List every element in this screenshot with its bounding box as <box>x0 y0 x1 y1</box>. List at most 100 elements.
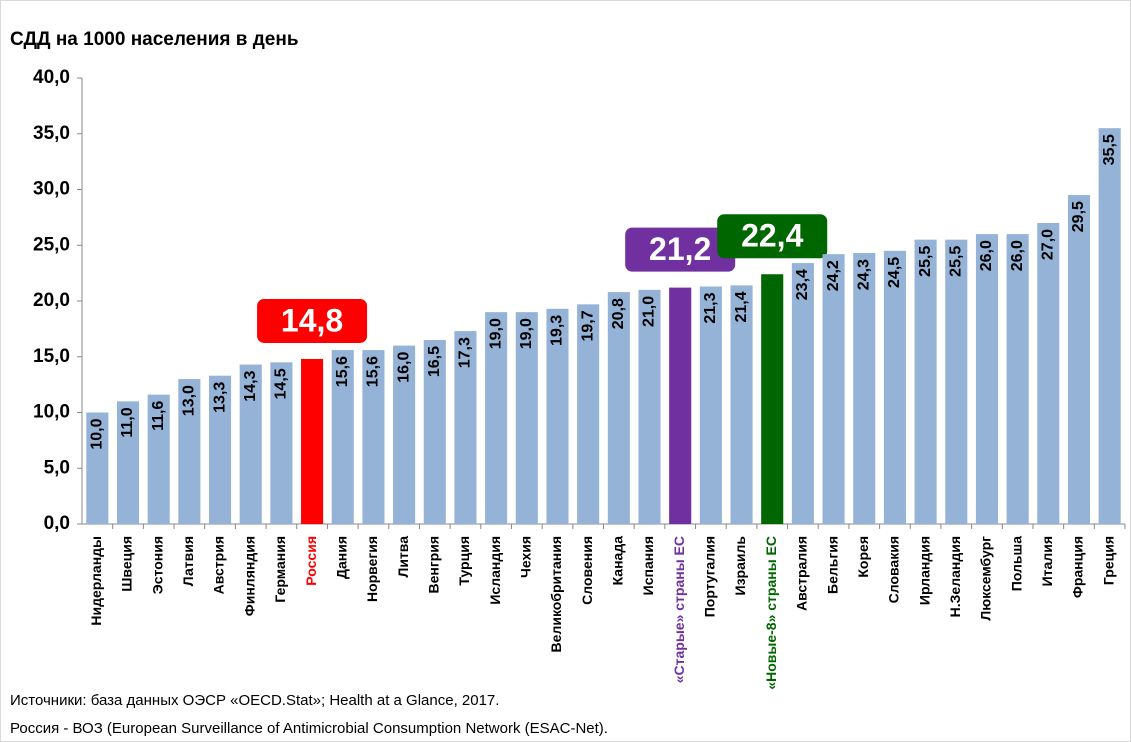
bar <box>454 331 477 524</box>
x-tick-label: Дания <box>333 536 349 579</box>
value-label: 24,5 <box>886 257 903 288</box>
bar <box>86 412 109 524</box>
value-label: 14,8 <box>281 302 343 338</box>
bar <box>485 312 508 524</box>
value-label: 21,4 <box>733 291 750 322</box>
value-label: 21,0 <box>641 296 658 327</box>
y-tick-label: 35,0 <box>33 123 70 144</box>
bar <box>914 239 937 525</box>
value-label: 19,3 <box>549 315 566 346</box>
value-label: 22,4 <box>741 218 803 254</box>
bar <box>761 274 784 524</box>
y-tick-label: 20,0 <box>33 290 70 311</box>
callout-box <box>257 298 368 343</box>
x-tick-label: Н.Зеландия <box>947 536 963 617</box>
x-tick-label: Германия <box>272 536 288 603</box>
bar <box>209 375 232 524</box>
x-tick-label: Исландия <box>487 536 503 605</box>
value-label: 23,4 <box>794 269 811 300</box>
bar <box>669 287 692 524</box>
bar <box>116 401 140 524</box>
x-tick-label: Австрия <box>211 536 227 594</box>
x-tick-label: Турция <box>456 536 472 586</box>
x-tick-label: Ирландия <box>916 536 932 605</box>
y-tick-label: 30,0 <box>33 179 70 200</box>
x-tick-label: Израиль <box>732 536 748 596</box>
x-tick-label: «Новые-8» страны ЕС <box>763 536 779 690</box>
value-label: 20,8 <box>610 298 627 329</box>
y-tick-label: 10,0 <box>33 402 70 423</box>
callout-box <box>625 227 736 272</box>
bar <box>1098 128 1121 525</box>
bar <box>883 250 906 524</box>
y-tick-label: 0,0 <box>44 513 70 534</box>
x-tick-label: Испания <box>640 536 656 595</box>
x-tick-label: Латвия <box>180 536 196 586</box>
bar <box>699 286 722 524</box>
bar <box>975 234 998 524</box>
x-tick-label: Польша <box>1008 536 1024 591</box>
x-tick-label: Словения <box>579 536 595 605</box>
bar <box>791 263 814 524</box>
y-tick-label: 40,0 <box>33 67 70 88</box>
value-label: 19,0 <box>518 318 535 349</box>
bar <box>515 312 538 524</box>
x-tick-label: Чехия <box>518 536 534 578</box>
value-label: 35,5 <box>1101 134 1118 165</box>
bar <box>546 308 569 524</box>
bar <box>362 350 385 524</box>
value-label: 29,5 <box>1070 201 1087 232</box>
value-label: 15,6 <box>334 356 351 387</box>
value-label: 16,5 <box>426 346 443 377</box>
value-label: 21,3 <box>702 292 719 323</box>
y-tick-label: 5,0 <box>44 457 70 478</box>
bar <box>331 350 354 524</box>
x-tick-label: Литва <box>395 536 411 578</box>
bar <box>945 239 968 525</box>
bar <box>393 345 416 524</box>
bar <box>1037 222 1060 524</box>
x-tick-label: Португалия <box>702 536 718 617</box>
value-label: 25,5 <box>917 246 934 277</box>
x-tick-label: Венгрия <box>425 536 441 594</box>
value-label: 16,0 <box>395 351 412 382</box>
y-tick-label: 25,0 <box>33 234 70 255</box>
bar <box>577 304 600 524</box>
value-label: 13,3 <box>211 382 228 413</box>
bar <box>730 285 753 524</box>
bar <box>853 253 876 524</box>
value-label: 24,2 <box>825 260 842 291</box>
value-label: 25,5 <box>947 246 964 277</box>
bar <box>1006 234 1029 524</box>
value-label: 14,3 <box>242 370 259 401</box>
value-label: 14,5 <box>273 368 290 399</box>
bar <box>1067 195 1091 524</box>
value-label: 19,7 <box>579 310 596 341</box>
value-label: 26,0 <box>978 240 995 271</box>
x-tick-label: Финляндия <box>241 536 257 616</box>
bar <box>301 358 324 524</box>
bar <box>147 394 170 524</box>
x-tick-label: Греция <box>1100 536 1116 585</box>
x-tick-label: «Старые» страны ЕС <box>671 536 687 683</box>
x-tick-label: Великобритания <box>548 536 564 652</box>
x-tick-label: Словакия <box>886 536 902 603</box>
y-tick-label: 15,0 <box>33 346 70 367</box>
x-tick-label: Корея <box>855 536 871 578</box>
bar <box>822 254 845 525</box>
value-label: 11,0 <box>119 407 136 437</box>
value-label: 24,3 <box>855 259 872 290</box>
x-tick-label: Австралия <box>794 536 810 611</box>
value-label: 13,0 <box>181 385 198 416</box>
x-tick-label: Россия <box>303 536 319 586</box>
x-tick-label: Эстония <box>149 536 165 594</box>
bar <box>638 289 661 524</box>
source-note: Источники: база данных ОЭСР «OECD.Stat»;… <box>10 692 499 709</box>
value-label: 27,0 <box>1040 229 1057 260</box>
bar <box>607 292 630 524</box>
bar <box>423 340 446 524</box>
value-label: 10,0 <box>89 418 106 449</box>
value-label: 19,0 <box>487 318 504 349</box>
x-tick-label: Бельгия <box>824 536 840 594</box>
value-label: 11,6 <box>150 401 167 431</box>
